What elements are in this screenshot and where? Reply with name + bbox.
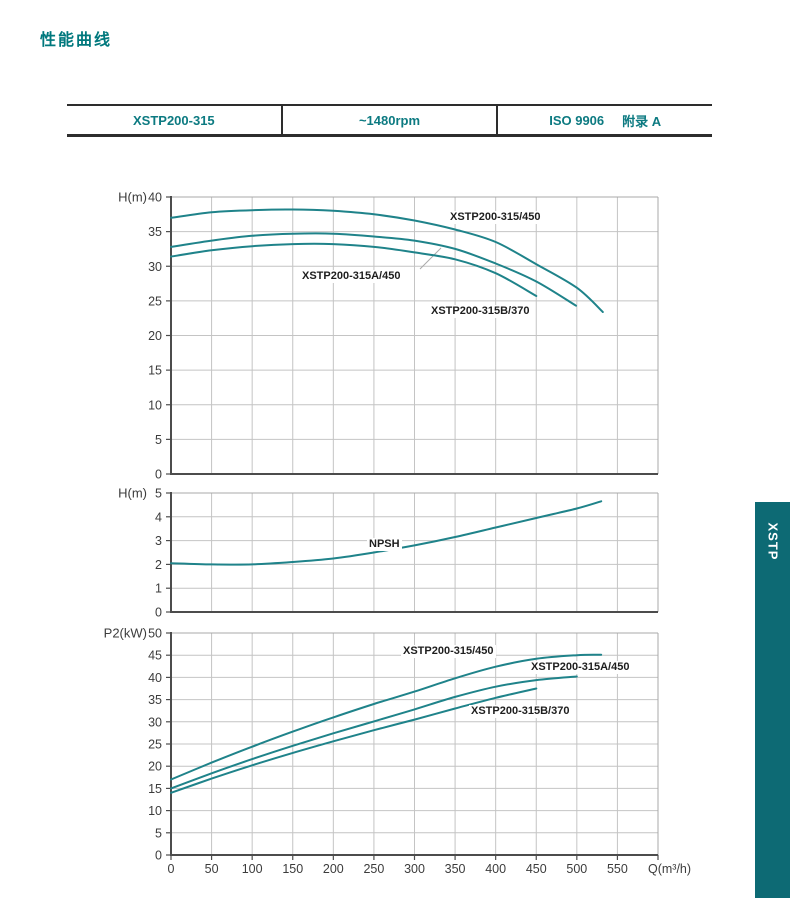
svg-text:20: 20	[148, 329, 162, 343]
svg-text:25: 25	[148, 294, 162, 308]
svg-text:550: 550	[607, 862, 628, 876]
svg-text:35: 35	[148, 225, 162, 239]
svg-text:100: 100	[242, 862, 263, 876]
svg-text:20: 20	[148, 760, 162, 774]
svg-text:0: 0	[155, 468, 162, 482]
svg-text:15: 15	[148, 364, 162, 378]
svg-text:50: 50	[148, 627, 162, 641]
y-axis-unit-label: H(m)	[118, 486, 147, 501]
curve-label: XSTP200-315B/370	[429, 305, 532, 318]
curve-XSTP200-315/450	[170, 208, 604, 313]
svg-text:25: 25	[148, 738, 162, 752]
spec-standard: ISO 9906	[549, 112, 605, 128]
svg-text:450: 450	[526, 862, 547, 876]
svg-text:0: 0	[155, 606, 162, 620]
curve-XSTP200-315A/450	[170, 232, 577, 307]
curve-XSTP200-315B/370	[170, 242, 538, 297]
svg-text:50: 50	[205, 862, 219, 876]
svg-text:3: 3	[155, 534, 162, 548]
series-tab-label: XSTP	[765, 522, 780, 561]
svg-text:500: 500	[566, 862, 587, 876]
curve-label: XSTP200-315B/370	[469, 705, 572, 718]
curve-label: XSTP200-315A/450	[529, 661, 632, 674]
svg-text:200: 200	[323, 862, 344, 876]
svg-text:5: 5	[155, 826, 162, 840]
svg-text:2: 2	[155, 558, 162, 572]
spec-speed: ~1480rpm	[358, 112, 421, 128]
svg-text:150: 150	[282, 862, 303, 876]
y-axis-unit-label: P2(kW)	[104, 626, 147, 641]
page-title: 性能曲线	[40, 32, 113, 49]
curve-label: XSTP200-315A/450	[300, 270, 403, 283]
svg-text:1: 1	[155, 582, 162, 596]
svg-text:40: 40	[148, 191, 162, 205]
svg-text:45: 45	[148, 649, 162, 663]
svg-text:350: 350	[445, 862, 466, 876]
svg-text:30: 30	[148, 260, 162, 274]
svg-text:4: 4	[155, 510, 162, 524]
svg-text:300: 300	[404, 862, 425, 876]
svg-text:35: 35	[148, 693, 162, 707]
spec-model-cell: XSTP200-315	[67, 106, 281, 134]
curve-XSTP200-315/450	[170, 653, 603, 781]
spec-standard-cell: ISO 9906 附录 A	[496, 106, 712, 134]
svg-text:0: 0	[168, 862, 175, 876]
svg-text:15: 15	[148, 782, 162, 796]
svg-text:400: 400	[485, 862, 506, 876]
curve-XSTP200-315A/450	[170, 675, 578, 790]
svg-text:5: 5	[155, 433, 162, 447]
svg-text:10: 10	[148, 804, 162, 818]
x-axis-unit-label: Q(m³/h)	[648, 862, 691, 876]
curve-label: XSTP200-315/450	[401, 645, 496, 658]
svg-text:5: 5	[155, 487, 162, 501]
svg-text:0: 0	[155, 849, 162, 863]
spec-speed-cell: ~1480rpm	[280, 106, 497, 134]
curve-label: NPSH	[367, 538, 402, 551]
spec-annex: 附录 A	[622, 113, 662, 129]
svg-text:250: 250	[363, 862, 384, 876]
curve-XSTP200-315B/370	[170, 687, 538, 794]
series-side-tab: XSTP	[755, 502, 790, 898]
svg-text:10: 10	[148, 398, 162, 412]
y-axis-unit-label: H(m)	[118, 190, 147, 205]
spec-table: XSTP200-315 ~1480rpm ISO 9906 附录 A	[67, 104, 712, 137]
spec-model: XSTP200-315	[133, 112, 215, 128]
svg-text:40: 40	[148, 671, 162, 685]
curve-label: XSTP200-315/450	[448, 211, 543, 224]
svg-text:30: 30	[148, 715, 162, 729]
